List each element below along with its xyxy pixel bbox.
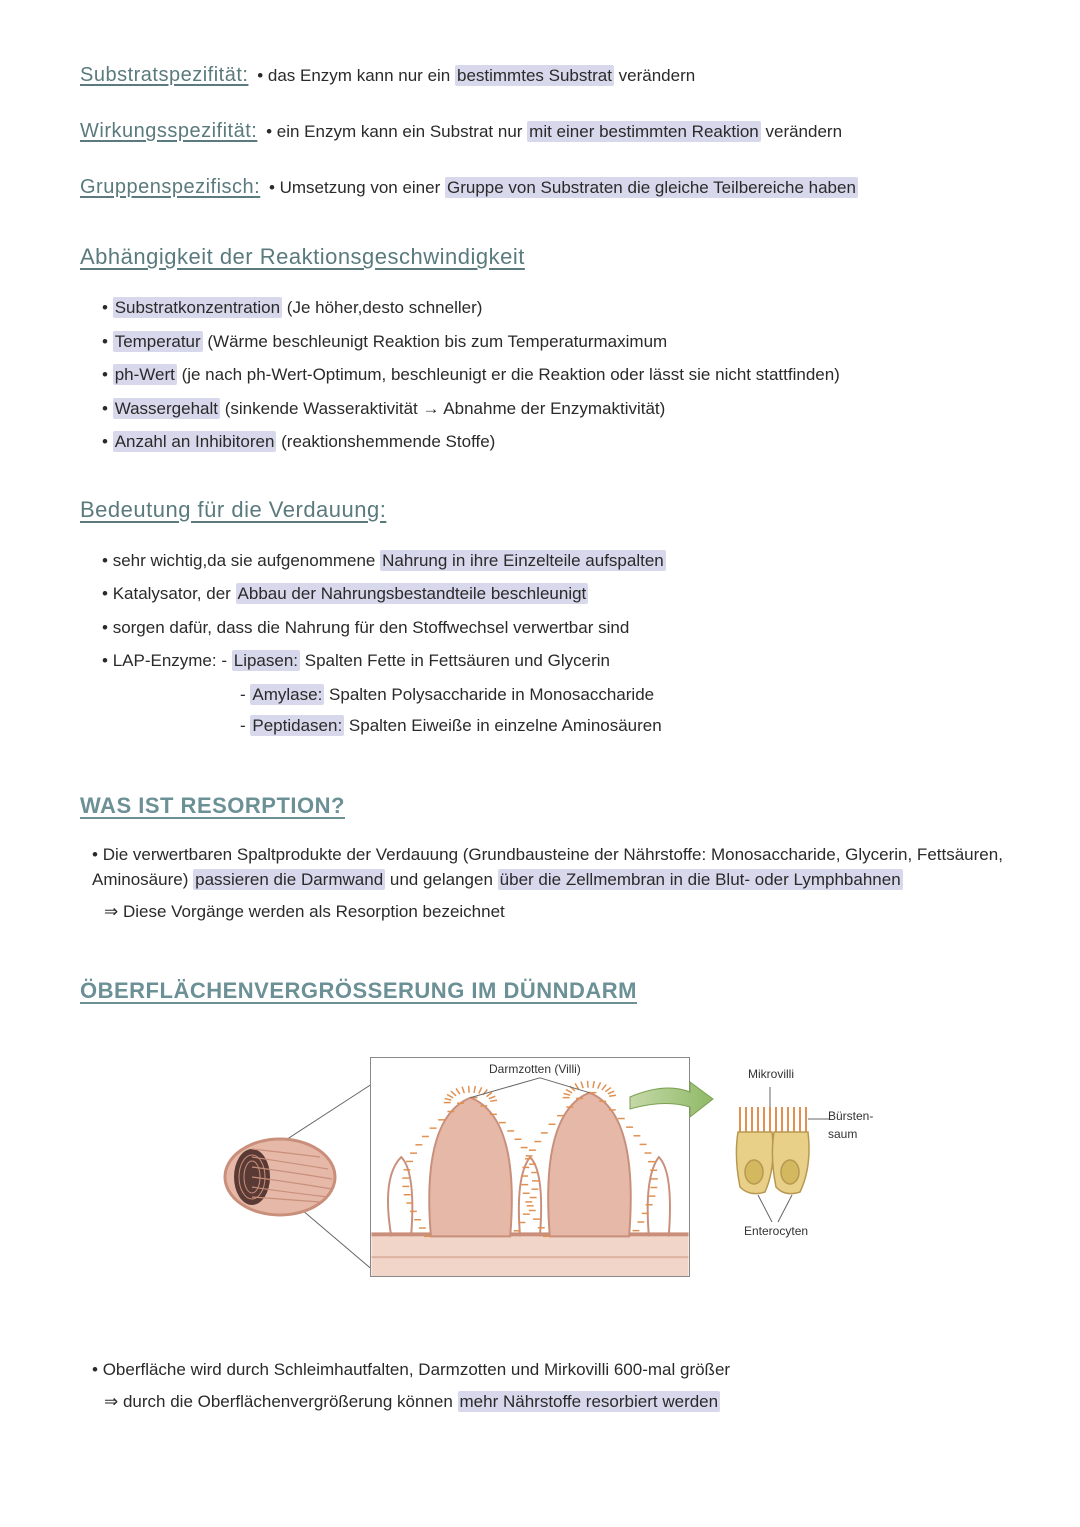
list-item: Wassergehalt (sinkende Wasseraktivität →… [116,396,1010,422]
list-item: Temperatur (Wärme beschleunigt Reaktion … [116,329,1010,355]
diagram-label: Enterocyten [744,1222,808,1240]
def-text: • Umsetzung von einer Gruppe von Substra… [269,177,858,198]
list-item: Substratkonzentration (Je höher,desto sc… [116,295,1010,321]
list-item: sehr wichtig,da sie aufgenommene Nahrung… [116,548,1010,574]
sub-item: - Peptidasen: Spalten Eiweiße in einzeln… [80,713,1010,739]
def-label: Gruppenspezifisch: [80,176,260,198]
diagram-label: Mikrovilli [748,1065,794,1083]
diagram-label: Bürsten- saum [828,1107,873,1143]
arrow-icon [625,1077,715,1127]
diagram-label: Darmzotten (Villi) [489,1060,581,1078]
def-label: Substratspezifität: [80,64,248,86]
def-row: Wirkungsspezifität: • ein Enzym kann ein… [80,116,1010,146]
section-title: WAS IST RESORPTION? [80,789,1010,822]
list-item: sorgen dafür, dass die Nahrung für den S… [116,615,1010,641]
def-row: Substratspezifität: • das Enzym kann nur… [80,60,1010,90]
arrow-line: ⇒ durch die Oberflächenvergrößerung könn… [80,1389,1010,1415]
def-text: • ein Enzym kann ein Substrat nur mit ei… [266,121,842,142]
list-item: ph-Wert (je nach ph-Wert-Optimum, beschl… [116,362,1010,388]
microvilli-cells: Mikrovilli Bürsten- saum Enterocyten [710,1057,880,1277]
def-text: • das Enzym kann nur ein bestimmtes Subs… [257,65,695,86]
arrow-line: ⇒ Diese Vorgänge werden als Resorption b… [80,899,1010,925]
section-title: Abhängigkeit der Reaktionsgeschwindigkei… [80,240,1010,273]
paragraph: Oberfläche wird durch Schleimhautfalten,… [80,1357,1010,1383]
sub-item: - Amylase: Spalten Polysaccharide in Mon… [80,682,1010,708]
definitions: Substratspezifität: • das Enzym kann nur… [80,60,1010,202]
intestine-segment [210,1097,350,1237]
bullet-list: Substratkonzentration (Je höher,desto sc… [80,295,1010,455]
section-title: Bedeutung für die Verdauung: [80,493,1010,526]
list-item: Katalysator, der Abbau der Nahrungsbesta… [116,581,1010,607]
section-title: ÖBERFLÄCHENVERGRÖßERUNG IM DÜNNDARM [80,974,1010,1007]
list-item: Anzahl an Inhibitoren (reaktionshemmende… [116,429,1010,455]
diagram: Darmzotten (Villi) [165,1037,925,1297]
bullet-list: sehr wichtig,da sie aufgenommene Nahrung… [80,548,1010,674]
def-row: Gruppenspezifisch: • Umsetzung von einer… [80,172,1010,202]
def-label: Wirkungsspezifität: [80,120,257,142]
list-item: LAP-Enzyme: - Lipasen: Spalten Fette in … [116,648,1010,674]
paragraph: Die verwertbaren Spaltprodukte der Verda… [80,842,1010,893]
